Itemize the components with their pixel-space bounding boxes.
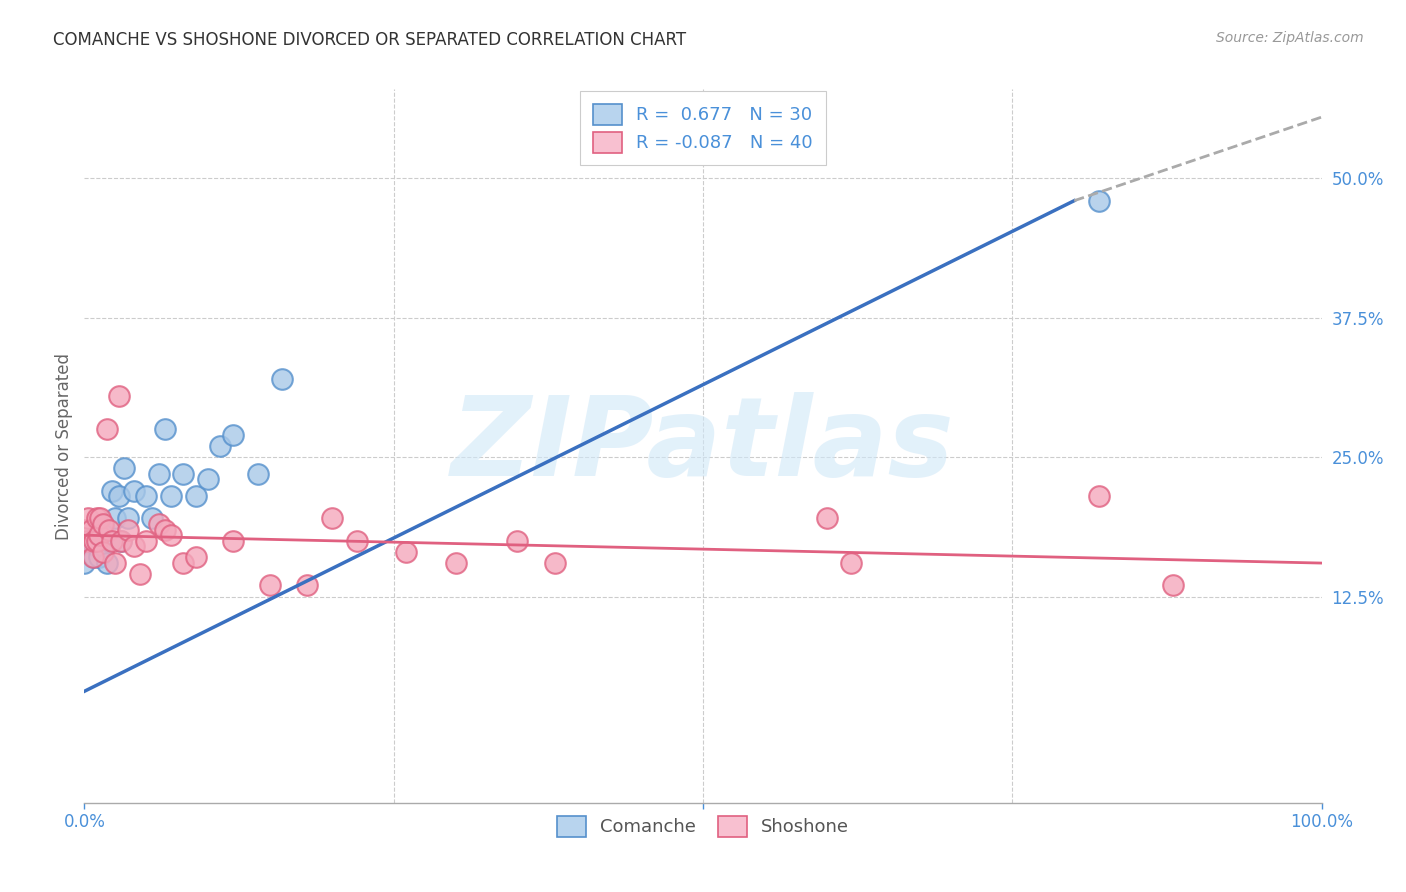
Point bbox=[108, 389, 131, 403]
Point bbox=[543, 556, 565, 570]
Point bbox=[91, 516, 114, 531]
Point bbox=[141, 511, 163, 525]
Point bbox=[86, 511, 108, 525]
Point bbox=[100, 483, 122, 498]
Point bbox=[506, 533, 529, 548]
Point bbox=[1088, 489, 1111, 503]
Point bbox=[83, 533, 105, 548]
Point bbox=[104, 556, 127, 570]
Point bbox=[117, 523, 139, 537]
Point bbox=[148, 516, 170, 531]
Point bbox=[91, 545, 114, 559]
Point bbox=[104, 511, 127, 525]
Point bbox=[89, 550, 111, 565]
Point bbox=[77, 511, 100, 525]
Point bbox=[82, 550, 104, 565]
Point bbox=[98, 523, 121, 537]
Point bbox=[172, 556, 194, 570]
Point bbox=[89, 511, 111, 525]
Point bbox=[841, 556, 863, 570]
Point bbox=[79, 523, 101, 537]
Point bbox=[153, 422, 176, 436]
Point bbox=[160, 528, 183, 542]
Point bbox=[76, 533, 98, 548]
Point bbox=[110, 533, 132, 548]
Point bbox=[148, 467, 170, 481]
Point bbox=[197, 472, 219, 486]
Point bbox=[96, 556, 118, 570]
Point bbox=[259, 578, 281, 592]
Point bbox=[184, 550, 207, 565]
Point bbox=[117, 511, 139, 525]
Point bbox=[91, 539, 114, 553]
Y-axis label: Divorced or Separated: Divorced or Separated bbox=[55, 352, 73, 540]
Point bbox=[122, 483, 145, 498]
Text: ZIPatlas: ZIPatlas bbox=[451, 392, 955, 500]
Point bbox=[184, 489, 207, 503]
Point bbox=[110, 533, 132, 548]
Point bbox=[295, 578, 318, 592]
Point bbox=[246, 467, 269, 481]
Point bbox=[1088, 194, 1111, 208]
Point bbox=[89, 528, 111, 542]
Legend: Comanche, Shoshone: Comanche, Shoshone bbox=[550, 808, 856, 844]
Point bbox=[395, 545, 418, 559]
Point bbox=[160, 489, 183, 503]
Text: COMANCHE VS SHOSHONE DIVORCED OR SEPARATED CORRELATION CHART: COMANCHE VS SHOSHONE DIVORCED OR SEPARAT… bbox=[53, 31, 686, 49]
Point bbox=[321, 511, 343, 525]
Point bbox=[1161, 578, 1184, 592]
Point bbox=[135, 489, 157, 503]
Point bbox=[346, 533, 368, 548]
Point bbox=[100, 533, 122, 548]
Point bbox=[815, 511, 838, 525]
Point bbox=[108, 489, 131, 503]
Point bbox=[271, 372, 294, 386]
Point bbox=[96, 422, 118, 436]
Point bbox=[112, 461, 135, 475]
Point bbox=[86, 539, 108, 553]
Point bbox=[73, 556, 96, 570]
Point bbox=[444, 556, 467, 570]
Point bbox=[86, 528, 108, 542]
Point bbox=[172, 467, 194, 481]
Point bbox=[135, 533, 157, 548]
Point bbox=[83, 550, 105, 565]
Point bbox=[91, 516, 114, 531]
Point bbox=[129, 567, 152, 582]
Point bbox=[98, 533, 121, 548]
Point bbox=[153, 523, 176, 537]
Point bbox=[73, 523, 96, 537]
Point bbox=[222, 533, 245, 548]
Point bbox=[222, 427, 245, 442]
Point bbox=[209, 439, 232, 453]
Point bbox=[122, 539, 145, 553]
Text: Source: ZipAtlas.com: Source: ZipAtlas.com bbox=[1216, 31, 1364, 45]
Point bbox=[79, 533, 101, 548]
Point bbox=[86, 533, 108, 548]
